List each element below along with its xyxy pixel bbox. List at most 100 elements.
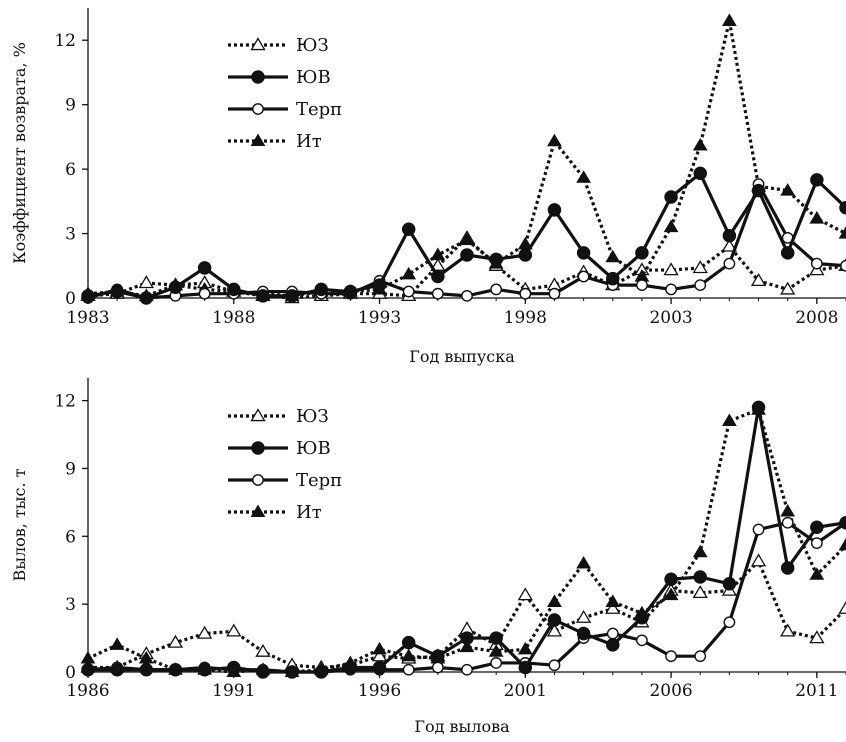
data-point [109, 637, 125, 650]
legend-item: Ит [228, 502, 322, 523]
data-point [519, 287, 532, 300]
data-point [488, 644, 504, 657]
data-point [781, 516, 794, 529]
data-point [285, 289, 299, 303]
data-point [371, 648, 388, 662]
legend-marker [252, 103, 264, 115]
data-point [605, 600, 621, 614]
data-point [256, 665, 270, 679]
x-tick-label: 1983 [66, 308, 109, 328]
data-point [635, 610, 649, 625]
data-point [255, 643, 271, 657]
data-point [722, 228, 737, 243]
x-tick-label: 2001 [504, 681, 547, 701]
data-point [692, 585, 708, 599]
legend-marker [250, 408, 266, 422]
legend-label: ЮЗ [296, 406, 329, 427]
data-point [168, 280, 183, 295]
legend-marker [251, 441, 265, 455]
data-point [227, 660, 241, 675]
data-point [664, 572, 678, 587]
data-point [81, 662, 95, 677]
data-point [663, 262, 679, 276]
x-tick-label: 1991 [212, 681, 255, 701]
axes: 0 3 6 9 12 1983 1988 1993 1998 2003 2008 [54, 8, 846, 328]
legend: ЮЗ ЮВ Терп Ит [228, 35, 342, 152]
series-line [87, 19, 846, 298]
data-point [372, 278, 387, 292]
data-point [576, 170, 591, 183]
data-point [723, 257, 736, 270]
data-point [810, 257, 823, 270]
data-point [285, 665, 299, 679]
y-tick-label: 9 [65, 96, 76, 116]
data-point [809, 567, 825, 580]
data-point [196, 625, 213, 639]
x-tick-label: 2011 [795, 681, 838, 701]
data-point [314, 282, 328, 297]
data-point [227, 282, 241, 297]
legend-item: ЮВ [228, 67, 331, 88]
data-point [198, 287, 211, 300]
data-point [575, 609, 592, 623]
series-ЮВ [81, 166, 846, 305]
x-tick-label: 2008 [795, 308, 838, 328]
data-point [110, 662, 124, 677]
x-tick-label: 1986 [66, 681, 109, 701]
y-tick-label: 12 [54, 31, 76, 51]
legend-label: Ит [296, 502, 322, 523]
data-point [780, 623, 796, 637]
data-point [110, 284, 124, 299]
chart-2: 0 3 6 9 12 1986 1991 1996 2001 2006 2011 Год вылова… [10, 378, 846, 736]
data-point [490, 283, 503, 296]
data-point [197, 662, 212, 677]
y-tick-label: 12 [54, 392, 76, 412]
legend-marker [252, 474, 264, 486]
data-point [665, 650, 677, 663]
data-point [401, 266, 417, 280]
data-point [139, 662, 154, 677]
data-point [401, 222, 416, 237]
legend-item: Терп [228, 470, 342, 491]
x-tick-label: 1998 [504, 308, 547, 328]
legend: ЮЗ ЮВ Терп Ит [228, 406, 342, 523]
data-point [780, 183, 796, 196]
data-point [372, 641, 387, 655]
data-point [517, 587, 533, 601]
series-Терп [82, 516, 846, 678]
data-point [489, 252, 503, 267]
data-point [547, 594, 562, 607]
y-tick-label: 3 [65, 225, 76, 245]
data-point [664, 190, 678, 204]
data-point [693, 570, 707, 584]
data-point [576, 555, 591, 569]
plot-area [80, 400, 846, 679]
data-point [635, 246, 649, 260]
data-point [459, 232, 475, 246]
data-point [372, 660, 387, 675]
data-point [780, 503, 796, 517]
data-point [663, 219, 679, 233]
data-point [693, 166, 707, 181]
data-point [577, 270, 590, 283]
y-tick-label: 3 [65, 595, 76, 615]
legend-item: Ит [228, 131, 322, 152]
data-point [606, 627, 619, 640]
data-point [692, 260, 708, 274]
x-tick-label: 1996 [358, 681, 401, 701]
y-tick-label: 9 [65, 459, 76, 479]
data-point [139, 291, 154, 305]
data-point [780, 281, 796, 295]
data-point [431, 661, 444, 674]
x-tick-label: 2003 [649, 308, 692, 328]
series-line [87, 236, 846, 300]
data-point [605, 594, 621, 607]
legend-marker [250, 37, 266, 51]
data-point [809, 211, 825, 224]
legend-item: ЮЗ [228, 406, 329, 427]
data-point [138, 650, 154, 664]
legend-label: Ит [296, 131, 322, 152]
x-axis-title: Год выпуска [409, 347, 515, 366]
legend-item: ЮВ [228, 438, 331, 459]
